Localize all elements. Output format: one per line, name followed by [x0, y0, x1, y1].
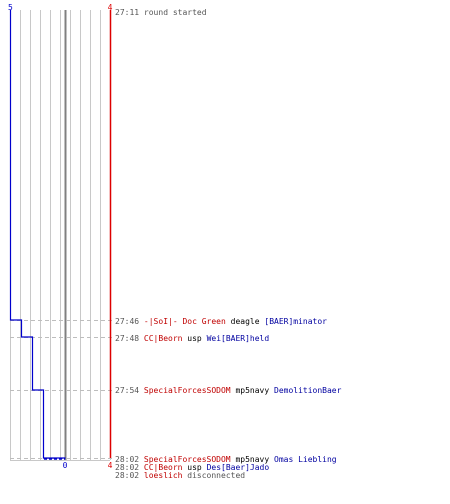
series-line-blue [9, 10, 66, 459]
event-part-blk: mp5navy [235, 386, 270, 395]
event-row: 27:54 SpecialForcesSODOM mp5navy Demolit… [115, 386, 341, 396]
event-row: 28:02 loeslich disconnected [115, 471, 245, 481]
event-row: 27:48 CC|Beorn usp Wei[BAER]held [115, 334, 269, 344]
event-part-red: loeslich [143, 471, 183, 480]
event-part-red: CC|Beorn [143, 334, 183, 343]
event-part-blk: usp [187, 334, 202, 343]
event-time: 27:48 [115, 334, 140, 343]
event-part-blue: DemolitionBaer [274, 386, 342, 395]
event-part-blue: Wei[BAER]held [206, 334, 270, 343]
event-part-red: -|SoI|- Doc Green [143, 317, 226, 326]
event-part-red: CC|Beorn [143, 463, 183, 472]
tick-label-top-right: 4 [108, 3, 113, 12]
tick-label-bottom-center: 0 [63, 461, 68, 470]
event-time: 28:02 [115, 463, 140, 472]
event-part-blk: usp [187, 463, 202, 472]
event-part-blue: Des[Baer]Jado [206, 463, 270, 472]
event-part-red: SpecialForcesSODOM [143, 455, 231, 464]
tick-label-top-left: 5 [8, 3, 13, 12]
event-time: 27:46 [115, 317, 140, 326]
event-part-gry: round started [143, 8, 207, 17]
event-part-blue: [BAER]minator [264, 317, 327, 326]
event-part-blue: Omas Liebling [274, 455, 337, 464]
event-row: 28:02 CC|Beorn usp Des[Baer]Jado [115, 463, 269, 473]
event-row: 27:46 -|SoI|- Doc Green deagle [BAER]min… [115, 317, 327, 327]
event-time: 27:11 [115, 8, 140, 17]
event-part-blk: mp5navy [235, 455, 270, 464]
event-time: 27:54 [115, 386, 140, 395]
event-part-gry: disconnected [187, 471, 246, 480]
event-part-red: SpecialForcesSODOM [143, 386, 231, 395]
tick-label-bottom-right: 4 [108, 461, 113, 470]
event-part-blk: deagle [230, 317, 260, 326]
event-row: 28:02 SpecialForcesSODOM mp5navy Omas Li… [115, 455, 337, 465]
event-time: 28:02 [115, 455, 140, 464]
event-time: 28:02 [115, 471, 140, 480]
event-row: 27:11 round started [115, 8, 207, 18]
